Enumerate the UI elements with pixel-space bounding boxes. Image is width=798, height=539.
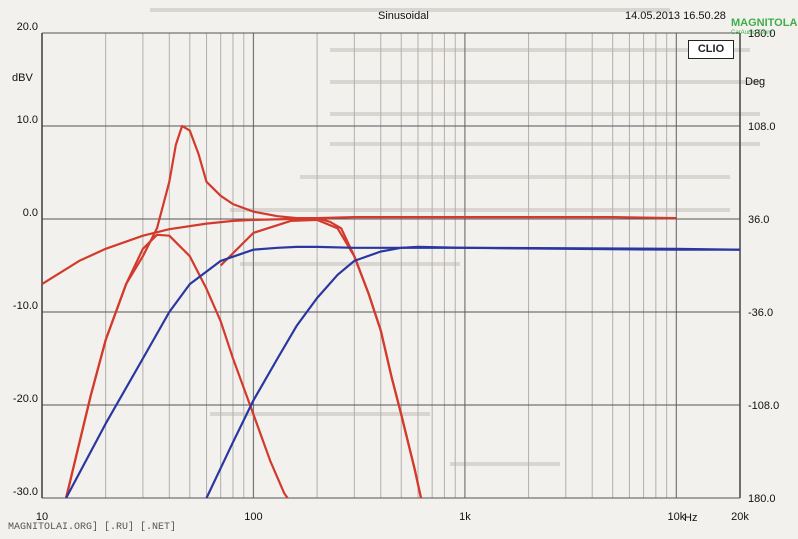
- footer-watermark: MAGNITOLAI.ORG] [.RU] [.NET]: [8, 522, 177, 533]
- magnitola-watermark: MAGNITOLA CarAudio Team: [731, 18, 797, 38]
- y-right-tick-label: -108.0: [748, 400, 779, 412]
- series-line-5: [65, 245, 741, 499]
- clio-logo: CLIO: [688, 40, 734, 59]
- y-right-tick-label: 180.0: [748, 28, 776, 40]
- chart-series-group: [41, 124, 741, 499]
- chart-grid: [41, 32, 741, 499]
- series-line-6: [205, 245, 740, 499]
- x-tick-label: 20k: [731, 511, 749, 523]
- y-right-tick-label: 36.0: [748, 214, 769, 226]
- series-line-4: [219, 218, 423, 499]
- x-tick-label: 1k: [459, 511, 471, 523]
- y-right-tick-label: -36.0: [748, 307, 773, 319]
- series-line-1: [41, 216, 677, 286]
- y-left-tick-label: -10.0: [13, 300, 38, 312]
- watermark-subtext: CarAudio Team: [731, 30, 773, 36]
- y-right-tick-label: 180.0: [748, 493, 776, 505]
- y-left-tick-label: 0.0: [23, 207, 38, 219]
- watermark-text: MAGNITOLA: [731, 17, 798, 29]
- y-left-tick-label: 20.0: [17, 21, 38, 33]
- x-axis-unit: Hz: [684, 512, 698, 524]
- y-axis-right-label: Deg: [745, 76, 766, 88]
- y-right-tick-label: 108.0: [748, 121, 776, 133]
- y-left-tick-label: -30.0: [13, 486, 38, 498]
- chart-title: Sinusoidal: [378, 10, 429, 22]
- timestamp: 14.05.2013 16.50.28: [625, 10, 726, 22]
- y-left-tick-label: -20.0: [13, 393, 38, 405]
- x-tick-label: 100: [244, 511, 262, 523]
- x-tick-label: 10: [36, 511, 48, 523]
- y-axis-left-label: dBV: [12, 72, 33, 84]
- series-line-3: [65, 233, 289, 499]
- y-left-tick-label: 10.0: [17, 114, 38, 126]
- chart-tick-labels: 10 100 1k 10k 20k 20.0 10.0 0.0 -10.0 -20.0 -30.0 1…: [13, 21, 779, 523]
- x-tick-label: 10k: [667, 511, 685, 523]
